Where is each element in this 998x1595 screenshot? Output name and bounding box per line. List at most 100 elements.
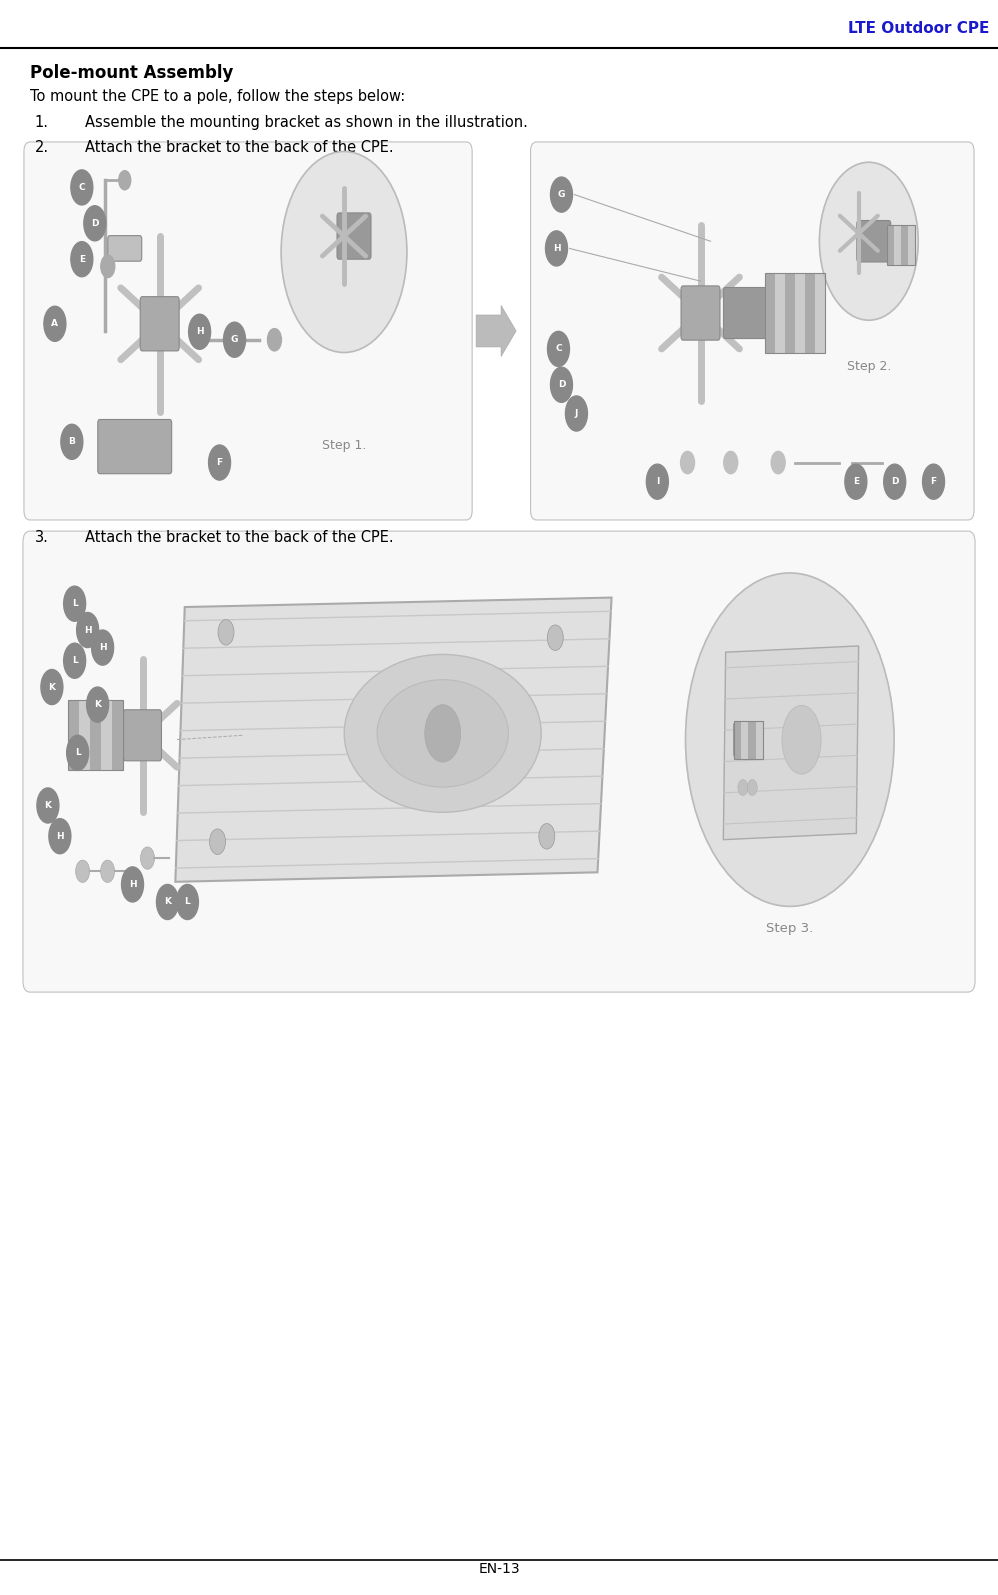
Bar	[755, 721, 763, 759]
FancyBboxPatch shape	[124, 710, 162, 761]
Text: L: L	[75, 748, 81, 758]
Text: Step 2.: Step 2.	[846, 360, 891, 373]
Circle shape	[738, 780, 748, 796]
FancyArrow shape	[476, 305, 516, 356]
Circle shape	[819, 163, 918, 321]
Text: J: J	[575, 408, 578, 418]
Circle shape	[67, 735, 89, 770]
Circle shape	[546, 231, 568, 266]
Bar	[68, 700, 123, 770]
Bar	[894, 225, 901, 265]
Text: E: E	[79, 255, 85, 263]
Circle shape	[122, 868, 144, 901]
Bar	[765, 273, 825, 352]
FancyBboxPatch shape	[23, 531, 975, 992]
Text: 3.: 3.	[35, 530, 49, 544]
Text: L: L	[72, 600, 78, 608]
FancyBboxPatch shape	[24, 142, 472, 520]
Text: EN-13: EN-13	[478, 1562, 520, 1576]
Bar	[887, 225, 894, 265]
Circle shape	[119, 171, 131, 190]
Ellipse shape	[344, 654, 541, 812]
Text: LTE Outdoor CPE: LTE Outdoor CPE	[847, 21, 989, 37]
Circle shape	[218, 619, 234, 644]
Text: K: K	[164, 898, 171, 906]
Bar	[795, 273, 805, 352]
Polygon shape	[176, 598, 612, 882]
Bar	[887, 225, 915, 265]
Circle shape	[49, 818, 71, 853]
Text: Pole-mount Assembly: Pole-mount Assembly	[30, 64, 234, 81]
FancyBboxPatch shape	[724, 287, 767, 338]
Bar	[741, 721, 748, 759]
Circle shape	[724, 451, 738, 474]
Circle shape	[101, 860, 115, 882]
Text: K: K	[44, 801, 52, 810]
Circle shape	[71, 169, 93, 204]
FancyBboxPatch shape	[531, 142, 974, 520]
FancyBboxPatch shape	[98, 419, 172, 474]
Bar	[734, 721, 763, 759]
Circle shape	[539, 823, 555, 849]
Circle shape	[748, 780, 757, 796]
Text: To mount the CPE to a pole, follow the steps below:: To mount the CPE to a pole, follow the s…	[30, 89, 405, 104]
Text: Assemble the mounting bracket as shown in the illustration.: Assemble the mounting bracket as shown i…	[85, 115, 528, 129]
Circle shape	[101, 255, 115, 278]
Text: I: I	[656, 477, 659, 486]
Bar	[79, 700, 90, 770]
Circle shape	[566, 396, 588, 431]
Circle shape	[547, 625, 563, 651]
Ellipse shape	[782, 705, 821, 774]
Circle shape	[41, 670, 63, 705]
Circle shape	[87, 687, 109, 723]
Bar	[765, 273, 775, 352]
Bar	[748, 721, 755, 759]
Text: H: H	[99, 643, 107, 652]
Bar	[908, 225, 915, 265]
Circle shape	[210, 829, 226, 855]
Circle shape	[71, 241, 93, 278]
Bar	[785, 273, 795, 352]
Bar	[112, 700, 123, 770]
Text: A: A	[51, 319, 59, 329]
Circle shape	[551, 367, 573, 402]
Bar	[101, 700, 112, 770]
Text: C: C	[555, 345, 562, 354]
Circle shape	[771, 451, 785, 474]
Circle shape	[551, 177, 573, 212]
Circle shape	[686, 573, 894, 906]
Circle shape	[189, 314, 211, 349]
Text: Step 3.: Step 3.	[766, 922, 813, 935]
Bar	[90, 700, 101, 770]
Text: G: G	[558, 190, 565, 199]
Circle shape	[883, 464, 905, 499]
Text: G: G	[231, 335, 239, 345]
Circle shape	[548, 332, 570, 367]
Circle shape	[425, 705, 461, 762]
Bar	[734, 721, 741, 759]
Polygon shape	[724, 646, 858, 839]
Bar	[775, 273, 785, 352]
Text: B: B	[69, 437, 75, 447]
Circle shape	[77, 612, 99, 648]
Text: 2.: 2.	[35, 140, 49, 155]
FancyBboxPatch shape	[681, 286, 720, 340]
Bar	[815, 273, 825, 352]
Circle shape	[845, 464, 867, 499]
Text: H: H	[196, 327, 204, 337]
Text: H: H	[129, 880, 137, 888]
Circle shape	[64, 643, 86, 678]
Circle shape	[44, 306, 66, 341]
Bar	[901, 225, 908, 265]
Circle shape	[209, 445, 231, 480]
Text: Step 1.: Step 1.	[321, 439, 366, 453]
Circle shape	[224, 322, 246, 357]
Text: H: H	[553, 244, 560, 254]
Circle shape	[84, 206, 106, 241]
Circle shape	[281, 152, 407, 352]
Ellipse shape	[377, 679, 508, 786]
FancyBboxPatch shape	[108, 236, 142, 262]
Text: D: D	[91, 219, 99, 228]
Text: L: L	[72, 656, 78, 665]
Text: 1.: 1.	[35, 115, 49, 129]
